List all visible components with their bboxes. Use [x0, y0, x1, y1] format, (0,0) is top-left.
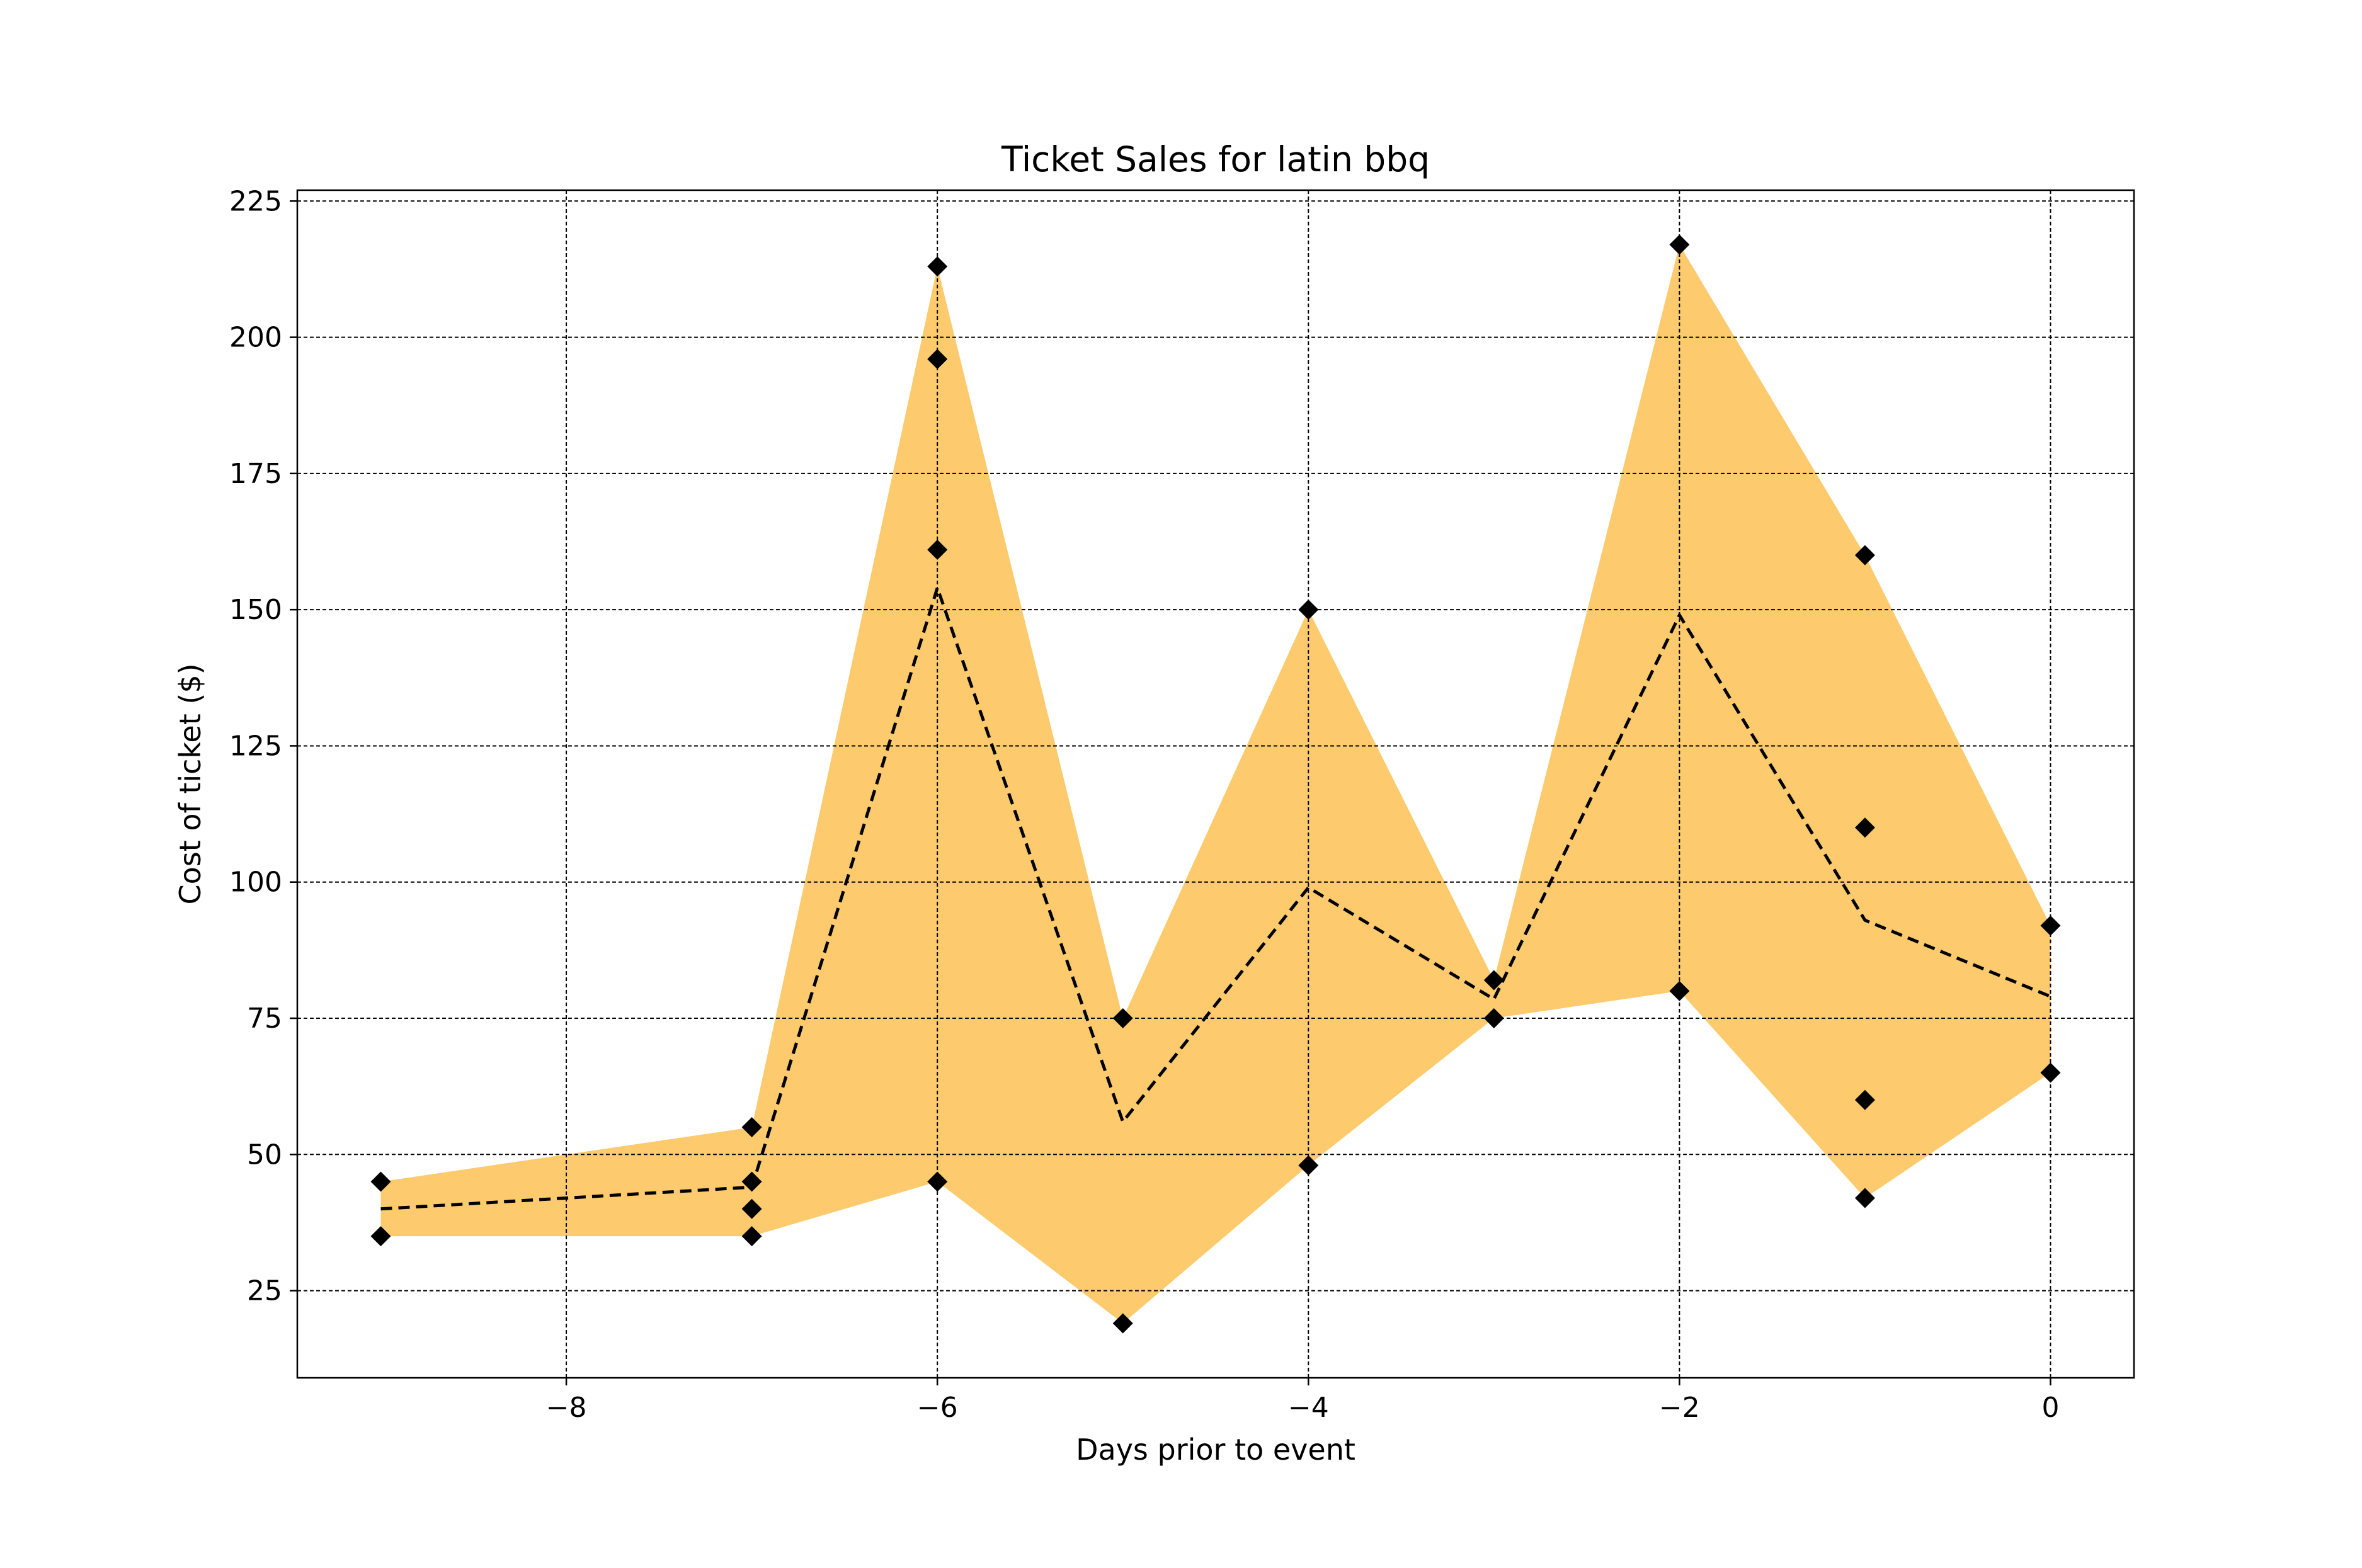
data-point — [927, 349, 948, 370]
y-tick-label: 25 — [247, 1275, 282, 1307]
data-point — [741, 1226, 762, 1247]
data-point — [1854, 1089, 1875, 1110]
data-point — [741, 1117, 762, 1138]
y-tick-label: 50 — [247, 1139, 282, 1171]
data-point — [927, 539, 948, 560]
data-point — [370, 1171, 391, 1192]
data-point — [1669, 980, 1690, 1001]
data-point — [2040, 915, 2061, 936]
x-axis: −8 −6 −4 −2 0 — [546, 1378, 2059, 1424]
y-axis: 25 50 75 100 125 150 175 200 225 — [229, 185, 297, 1307]
chart-title: Ticket Sales for latin bbq — [1001, 139, 1430, 179]
plot-area — [296, 189, 2135, 1379]
data-point — [741, 1171, 762, 1192]
data-point — [741, 1198, 762, 1219]
y-tick-label: 125 — [229, 730, 282, 762]
y-tick-label: 175 — [229, 458, 282, 490]
x-axis-label: Days prior to event — [1076, 1433, 1355, 1467]
x-tick-label: −4 — [1288, 1392, 1329, 1424]
plot-frame — [296, 189, 2135, 1379]
data-point — [370, 1226, 391, 1247]
grid-layer — [297, 190, 2134, 1378]
data-point — [1483, 970, 1504, 991]
y-axis-label: Cost of ticket ($) — [173, 663, 207, 904]
y-tick-label: 75 — [247, 1003, 282, 1035]
x-tick-label: −6 — [917, 1392, 958, 1424]
y-tick-label: 200 — [229, 322, 282, 354]
data-point — [1483, 1008, 1504, 1029]
data-point — [1669, 234, 1690, 255]
y-tick-label: 100 — [229, 866, 282, 899]
data-point — [1854, 545, 1875, 565]
y-tick-label: 150 — [229, 594, 282, 626]
range-band — [380, 244, 2051, 1324]
line-layer — [380, 582, 2051, 1211]
band-layer — [380, 244, 2051, 1324]
mean-line — [380, 582, 2051, 1211]
data-point — [1298, 599, 1319, 620]
y-tick-label: 225 — [229, 185, 282, 217]
data-point — [927, 256, 948, 277]
data-point — [1854, 1188, 1875, 1208]
data-point — [1112, 1008, 1133, 1029]
x-tick-label: −2 — [1659, 1392, 1700, 1424]
data-point — [1854, 817, 1875, 838]
point-layer — [370, 234, 2061, 1334]
data-point — [927, 1171, 948, 1192]
data-point — [2040, 1062, 2061, 1083]
x-tick-label: −8 — [546, 1392, 587, 1424]
data-point — [1112, 1313, 1133, 1334]
x-tick-label: 0 — [2041, 1392, 2059, 1424]
data-point — [1298, 1155, 1319, 1176]
